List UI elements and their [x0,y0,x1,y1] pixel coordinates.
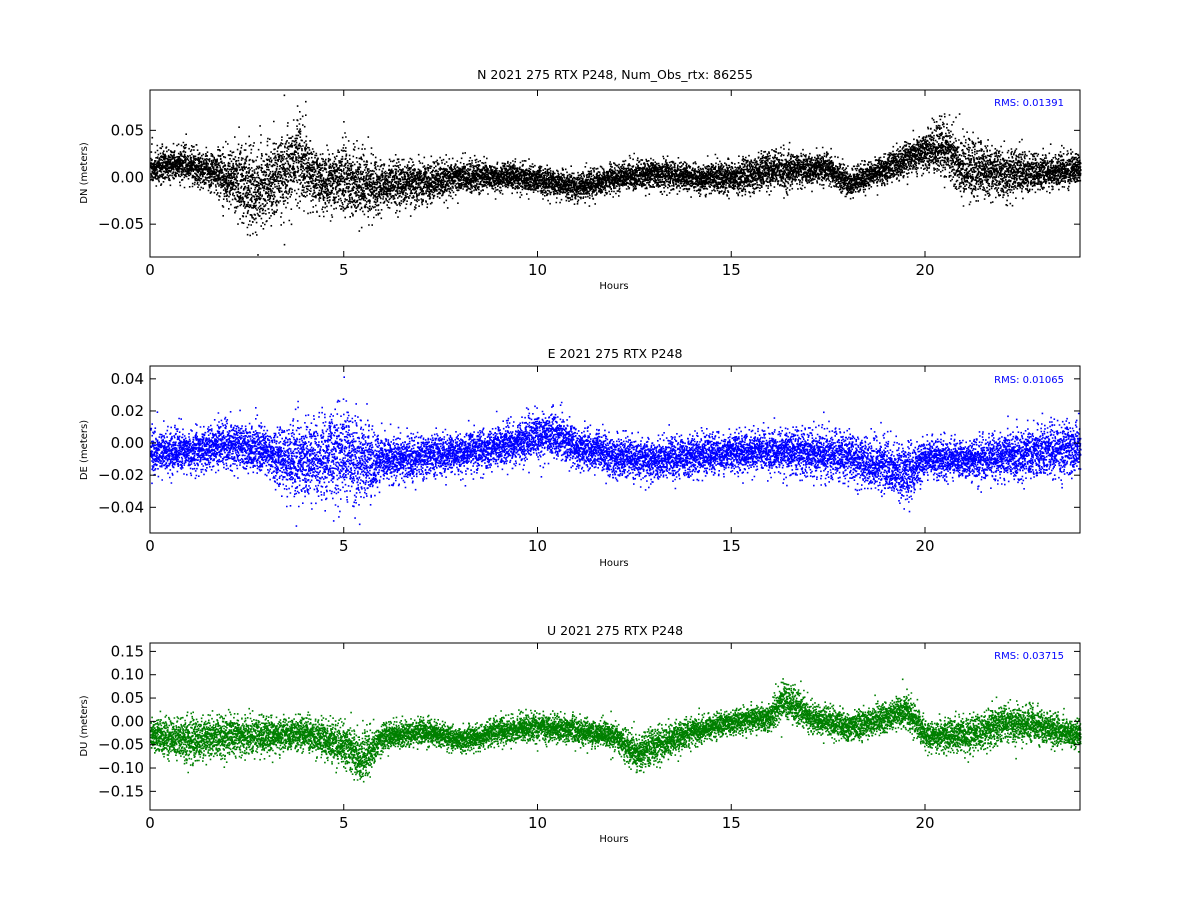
panel-east-xtick-label: 5 [339,537,349,555]
panel-up: U 2021 275 RTX P248 0 5 10 15 20 −0.15 −0.10 −0… [79,623,1082,845]
panel-east-ytick-label: 0.04 [111,370,144,388]
panel-east-xtick-label: 10 [528,537,547,555]
panel-east-ytick-label: −0.02 [98,466,144,484]
panel-east-xlabel: Hours [599,558,628,569]
panel-north-ticks: 0 5 10 15 20 −0.05 0.00 0.05 [98,90,1080,279]
panel-up-title: U 2021 275 RTX P248 [547,623,683,638]
panel-east-ticks: 0 5 10 15 20 −0.04 −0.02 0.00 0.02 0.04 [98,366,1080,555]
panel-up-ytick-label: 0.15 [111,642,144,660]
panel-up-xtick-label: 5 [339,814,349,832]
panel-up-points [150,678,1082,783]
panel-north-data-points [150,94,1082,256]
panel-up-data-points [150,678,1082,783]
panel-north-xtick-label: 20 [915,261,934,279]
panel-east-frame [149,365,1081,534]
panel-east-xtick-label: 20 [915,537,934,555]
panel-north-xtick-label: 0 [145,261,155,279]
panel-north-ytick-label: 0.05 [111,121,144,139]
panel-up-xtick-label: 20 [915,814,934,832]
panel-east-ytick-label: 0.02 [111,402,144,420]
panel-up-xtick-label: 0 [145,814,155,832]
panel-up-ytick-label: 0.05 [111,689,144,707]
panel-up-xtick-label: 15 [722,814,741,832]
panel-north-frame [149,89,1081,258]
panel-up-frame [149,642,1081,811]
panel-north-title: N 2021 275 RTX P248, Num_Obs_rtx: 86255 [477,67,753,82]
panel-east-xtick-label: 15 [722,537,741,555]
panel-north-xlabel: Hours [599,281,628,292]
panel-north-rms-label: RMS: 0.01391 [994,98,1064,109]
panel-up-ytick-label: 0.10 [111,666,144,684]
panel-east-ylabel: DE (meters) [79,420,90,480]
panel-up-rms-label: RMS: 0.03715 [994,651,1064,662]
panel-north: N 2021 275 RTX P248, Num_Obs_rtx: 86255 … [79,67,1082,292]
panel-up-ytick-label: 0.00 [111,712,144,730]
panel-east-xtick-label: 0 [145,537,155,555]
panel-up-ytick-label: −0.10 [98,759,144,777]
panel-north-ytick-label: 0.00 [111,168,144,186]
panel-north-ytick-label: −0.05 [98,215,144,233]
panel-north-xtick-label: 10 [528,261,547,279]
panel-east-ytick-label: 0.00 [111,434,144,452]
panel-up-xtick-label: 10 [528,814,547,832]
panel-east-rms-label: RMS: 0.01065 [994,375,1064,386]
panel-east-title: E 2021 275 RTX P248 [548,346,683,361]
panel-north-xtick-label: 15 [722,261,741,279]
panel-east-data-points [150,376,1082,527]
panel-up-ytick-label: −0.15 [98,782,144,800]
panel-up-ylabel: DU (meters) [79,695,90,756]
panel-east: E 2021 275 RTX P248 0 5 10 15 20 −0.04 −0.02 0.… [79,346,1082,569]
panel-north-points [150,94,1082,256]
panel-east-points [150,376,1082,527]
panel-north-xtick-label: 5 [339,261,349,279]
panel-north-ylabel: DN (meters) [79,142,90,204]
panel-east-ytick-label: −0.04 [98,498,144,516]
panel-up-ytick-label: −0.05 [98,736,144,754]
panel-up-ticks: 0 5 10 15 20 −0.15 −0.10 −0.05 0.00 0.05 0.10 0.15 [98,642,1080,832]
panel-up-xlabel: Hours [599,834,628,845]
